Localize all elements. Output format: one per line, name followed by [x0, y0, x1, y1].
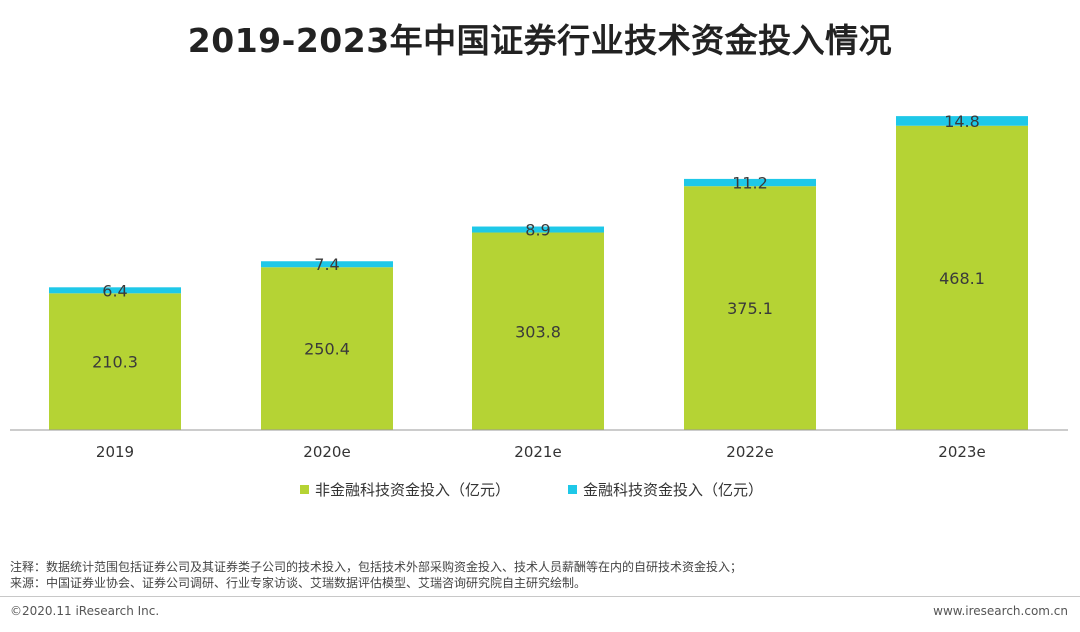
x-tick-label-2020e: 2020e: [303, 443, 350, 461]
value-label-non-fintech-2022e: 375.1: [727, 299, 773, 318]
value-label-fintech-2020e: 7.4: [314, 255, 339, 274]
bar-non-fintech-2020e: [261, 267, 393, 430]
legend-swatch-fintech: [568, 485, 577, 494]
x-tick-label-2022e: 2022e: [726, 443, 773, 461]
bar-fintech-2023e: [896, 116, 1028, 126]
legend: 非金融科技资金投入（亿元） 金融科技资金投入（亿元）: [0, 479, 1080, 501]
legend-label-non-fintech: 非金融科技资金投入（亿元）: [315, 481, 511, 499]
value-label-fintech-2023e: 14.8: [944, 112, 980, 131]
value-label-fintech-2022e: 11.2: [732, 174, 768, 193]
legend-item-fintech: 金融科技资金投入（亿元）: [568, 479, 763, 500]
legend-item-non-fintech: 非金融科技资金投入（亿元）: [300, 479, 510, 500]
bar-non-fintech-2019: [49, 293, 181, 430]
bar-fintech-2021e: [472, 226, 604, 233]
bar-non-fintech-2022e: [684, 186, 816, 430]
value-label-fintech-2021e: 8.9: [525, 221, 550, 240]
x-tick-label-2019: 2019: [96, 443, 134, 461]
x-tick-label-2021e: 2021e: [514, 443, 561, 461]
bar-fintech-2022e: [684, 178, 816, 187]
value-label-fintech-2019: 6.4: [102, 281, 127, 300]
value-label-non-fintech-2023e: 468.1: [939, 269, 985, 288]
copyright-text: ©2020.11 iResearch Inc.: [10, 604, 160, 618]
bar-non-fintech-2021e: [472, 232, 604, 430]
bar-non-fintech-2023e: [896, 125, 1028, 431]
value-label-non-fintech-2021e: 303.8: [515, 322, 561, 341]
legend-swatch-non-fintech: [300, 485, 309, 494]
footer-divider: [0, 596, 1080, 597]
source-text: 来源：中国证券业协会、证券公司调研、行业专家访谈、艾瑞数据评估模型、艾瑞咨询研究…: [10, 576, 587, 590]
value-label-non-fintech-2020e: 250.4: [304, 340, 350, 359]
note-text: 注释：数据统计范围包括证券公司及其证券类子公司的技术投入，包括技术外部采购资金投…: [10, 560, 743, 574]
bar-fintech-2020e: [261, 261, 393, 268]
x-tick-label-2023e: 2023e: [938, 443, 985, 461]
value-label-non-fintech-2019: 210.3: [92, 353, 138, 372]
chart-title: 2019-2023年中国证券行业技术资金投入情况: [187, 21, 893, 60]
legend-label-fintech: 金融科技资金投入（亿元）: [583, 481, 764, 499]
bar-fintech-2019: [49, 287, 181, 294]
website-link[interactable]: www.iresearch.com.cn: [933, 604, 1068, 618]
